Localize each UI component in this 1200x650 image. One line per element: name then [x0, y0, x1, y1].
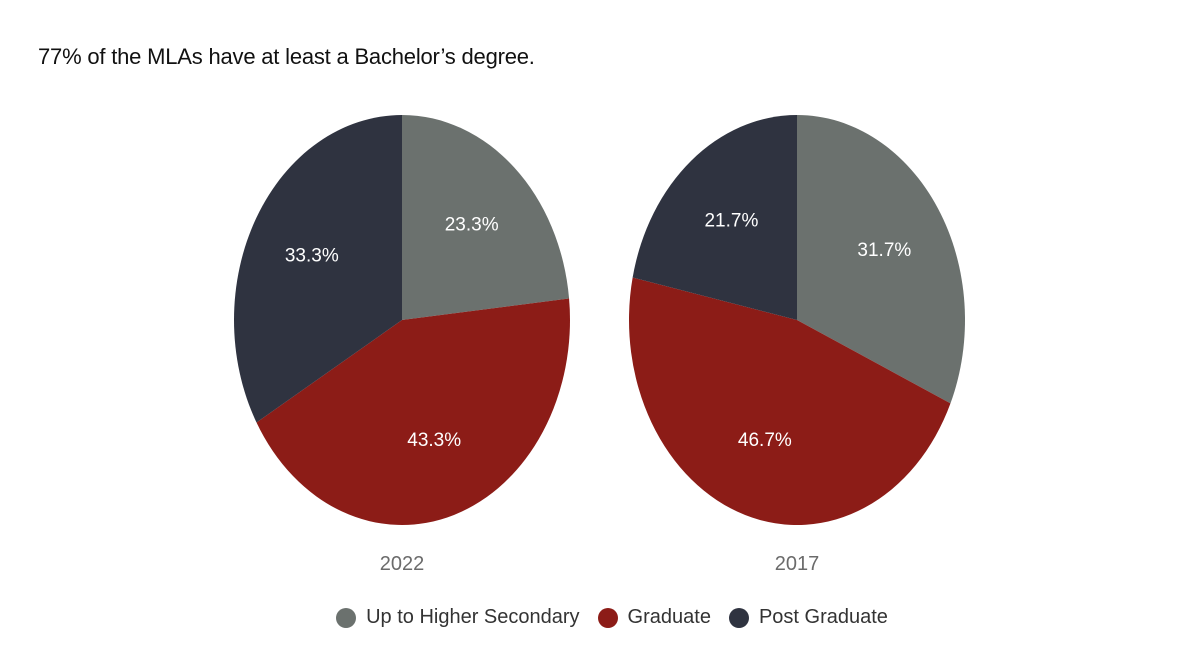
legend-swatch-post-graduate: [728, 607, 749, 628]
legend-swatch-graduate: [597, 607, 618, 628]
slice-label-2022-up-to-higher-secondary: 23.3%: [445, 215, 499, 236]
slice-label-2017-up-to-higher-secondary: 31.7%: [857, 240, 911, 261]
legend-label-graduate: Graduate: [627, 606, 711, 628]
slice-label-2017-post-graduate: 21.7%: [704, 210, 758, 231]
legend-item-up-to-higher-secondary: Up to Higher Secondary: [336, 606, 580, 629]
pie-slice-2022-post-graduate: [233, 115, 402, 423]
pie-slice-2022-graduate: [256, 298, 570, 525]
chart-headline: 77% of the MLAs have at least a Bachelor…: [38, 44, 535, 69]
slice-label-2022-graduate: 43.3%: [407, 430, 461, 451]
legend-swatch-up-to-higher-secondary: [336, 607, 357, 628]
legend-item-graduate: Graduate: [597, 606, 711, 629]
pie-title-2022: 2022: [380, 553, 425, 575]
pie-2022: 23.3% 43.3% 33.3% 2022: [233, 115, 570, 575]
legend: Up to Higher Secondary Graduate Post Gra…: [0, 606, 1200, 629]
slice-label-2022-post-graduate: 33.3%: [285, 245, 339, 266]
legend-label-post-graduate: Post Graduate: [758, 606, 888, 628]
pie-slice-2022-up-to-higher-secondary: [402, 115, 570, 320]
pie-slice-2017-up-to-higher-secondary: [797, 115, 965, 404]
pie-slice-2017-graduate: [629, 277, 951, 525]
pie-title-2017: 2017: [775, 553, 820, 575]
slice-label-2017-graduate: 46.7%: [738, 430, 792, 451]
legend-item-post-graduate: Post Graduate: [728, 606, 888, 629]
legend-label-up-to-higher-secondary: Up to Higher Secondary: [366, 606, 580, 628]
pie-2017: 31.7% 46.7% 21.7% 2017: [629, 115, 965, 575]
pie-slice-2017-post-graduate: [632, 115, 797, 320]
